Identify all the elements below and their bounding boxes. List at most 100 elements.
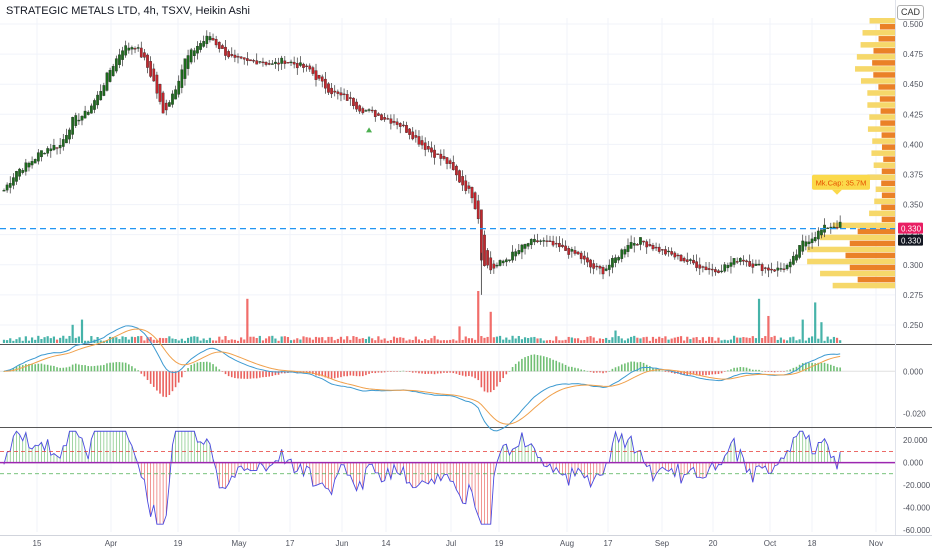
macd-histogram-bar: [25, 364, 27, 372]
volume-bar: [742, 337, 745, 343]
volume-bar: [283, 336, 286, 343]
volume-bar: [208, 337, 212, 343]
volume-bar: [414, 336, 417, 343]
macd-histogram-bar: [833, 365, 835, 372]
macd-histogram-bar: [489, 371, 492, 393]
volume-bar: [580, 340, 583, 343]
time-tick-label: 20: [709, 539, 718, 548]
candle-body: [58, 145, 62, 149]
macd-histogram-bar: [202, 361, 205, 372]
last-price-label: 0.330: [901, 225, 922, 234]
candle-body: [161, 92, 165, 114]
time-tick-label: Oct: [764, 539, 777, 548]
time-tick-label: 17: [604, 539, 613, 548]
candle-body: [380, 114, 383, 121]
macd-histogram-bar: [670, 371, 673, 373]
macd-histogram-bar: [633, 361, 636, 372]
macd-histogram-bar: [112, 362, 114, 372]
volume-bar: [196, 336, 199, 343]
candle-body: [133, 48, 137, 50]
candle-body: [208, 36, 212, 41]
macd-histogram-bar: [424, 371, 426, 374]
macd-histogram-bar: [661, 370, 664, 372]
candle-body: [757, 263, 761, 266]
volume-bar: [804, 340, 807, 343]
currency-badge[interactable]: CAD: [896, 5, 924, 20]
volume-bar: [732, 335, 736, 343]
price-tick-label: 0.300: [903, 261, 924, 270]
volume-bar: [377, 336, 380, 343]
volume-bar: [748, 337, 751, 343]
volume-bar: [186, 337, 190, 343]
macd-histogram-bar: [823, 362, 826, 372]
macd-histogram-bar: [614, 367, 617, 372]
macd-histogram-bar: [652, 367, 654, 372]
candle-body: [720, 270, 723, 273]
macd-histogram-bar: [115, 362, 118, 372]
candle-body: [439, 153, 443, 159]
volume-bar: [115, 337, 118, 343]
candle-body: [723, 264, 727, 272]
macd-histogram-bar: [246, 371, 249, 379]
macd-histogram-bar: [839, 367, 841, 372]
candle-body: [398, 123, 402, 127]
macd-histogram-bar: [96, 365, 99, 372]
macd-histogram-bar: [358, 371, 361, 377]
volume-bar: [449, 339, 452, 343]
candle-body: [196, 45, 199, 54]
candle-body: [467, 185, 471, 189]
candle-body: [46, 148, 50, 154]
volume-bar: [121, 336, 124, 343]
candle-body: [130, 47, 134, 50]
macd-histogram-bar: [776, 371, 779, 372]
candle-body: [486, 250, 489, 266]
volume-profile-bar: [875, 186, 895, 193]
volume-bar: [59, 337, 62, 343]
time-tick-label: 19: [495, 539, 504, 548]
macd-histogram-bar: [240, 371, 242, 379]
candle-body: [820, 229, 823, 236]
macd-histogram-bar: [596, 371, 598, 373]
volume-bar: [324, 340, 327, 343]
macd-histogram-bar: [109, 362, 111, 372]
volume-bar: [330, 336, 333, 343]
macd-histogram-bar: [449, 371, 451, 373]
volume-bar: [12, 340, 15, 343]
volume-bar: [392, 336, 396, 343]
macd-histogram-bar: [808, 362, 810, 372]
candle-body: [598, 265, 602, 269]
macd-histogram-bar: [393, 371, 395, 372]
candle-body: [629, 242, 633, 249]
volume-bar: [258, 335, 261, 343]
macd-histogram-bar: [508, 371, 511, 372]
candle-body: [65, 135, 68, 144]
candle-body: [726, 264, 730, 269]
macd-histogram-bar: [380, 371, 383, 373]
candle-body: [255, 60, 259, 65]
candle-body: [168, 102, 171, 107]
macd-histogram-bar: [471, 371, 473, 377]
volume-profile-bar: [860, 78, 895, 84]
candle-body: [146, 54, 149, 68]
candle-body: [620, 249, 624, 259]
volume-bar: [536, 338, 539, 343]
candle-body: [582, 255, 586, 260]
candle-body: [143, 52, 146, 58]
candle-body: [601, 267, 605, 275]
volume-bar: [511, 335, 514, 343]
volume-bar: [252, 336, 255, 343]
volume-bar: [455, 340, 458, 343]
volume-bar: [835, 337, 839, 343]
macd-histogram-bar: [514, 363, 517, 372]
macd-histogram-bar: [486, 371, 489, 393]
volume-bar: [786, 340, 789, 343]
volume-bar: [567, 336, 570, 343]
macd-histogram-bar: [224, 371, 227, 375]
macd-histogram-bar: [46, 364, 49, 372]
volume-profile-bar: [874, 198, 895, 205]
volume-bar: [583, 339, 586, 343]
volume-bar: [171, 338, 174, 343]
macd-histogram-bar: [411, 371, 414, 373]
